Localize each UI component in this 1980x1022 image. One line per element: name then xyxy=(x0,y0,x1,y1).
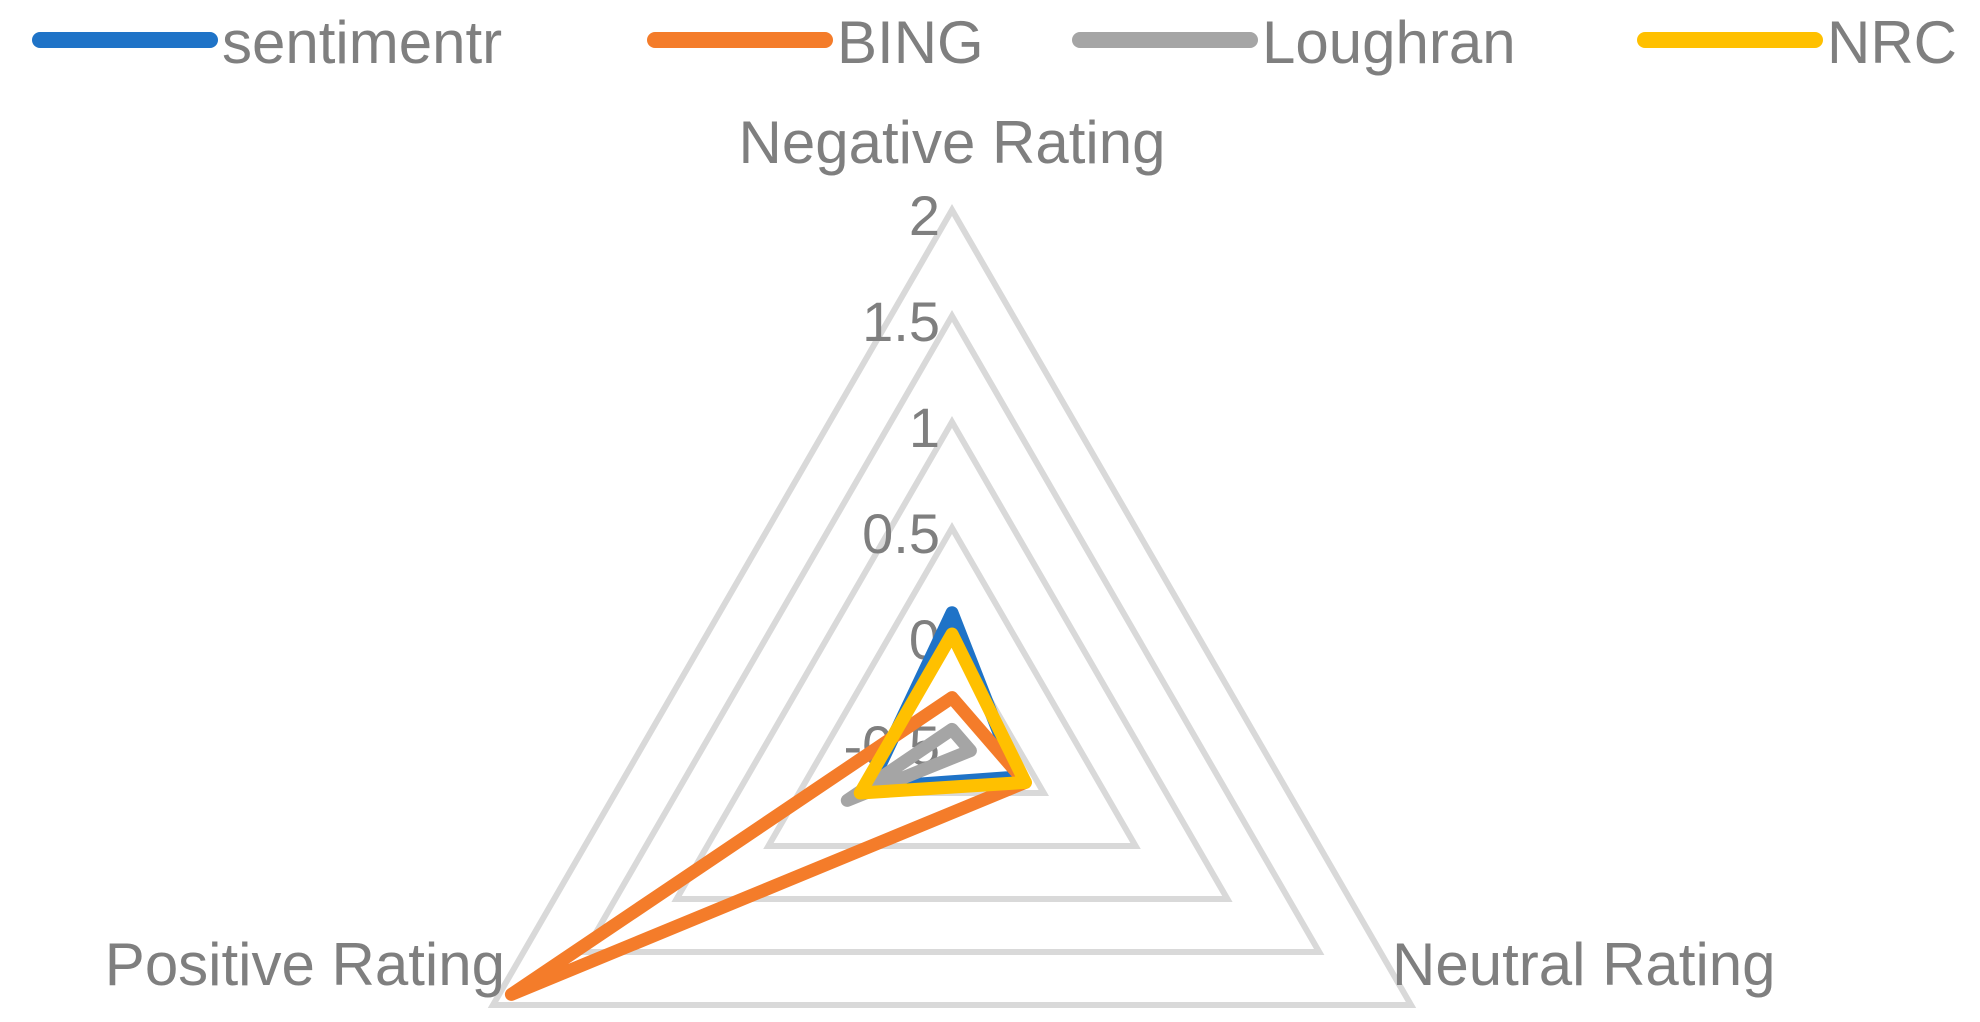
series-bing-line xyxy=(504,691,1032,1001)
legend-label-loughran: Loughran xyxy=(1262,9,1516,76)
grid-ring xyxy=(487,204,1417,1008)
axis-label-neutral-rating: Neutral Rating xyxy=(1392,931,1776,998)
legend-label-bing: BING xyxy=(837,9,984,76)
axis-label-positive-rating: Positive Rating xyxy=(105,931,505,998)
series-lines xyxy=(504,606,1032,1001)
legend: sentimentr BING Loughran NRC xyxy=(32,9,1957,76)
axis-labels: Negative Rating Neutral Rating Positive Ra… xyxy=(105,109,1776,998)
tick-label: 2 xyxy=(909,184,940,247)
tick-label: 1.5 xyxy=(862,290,940,353)
grid-ring xyxy=(579,310,1325,955)
series-nrc-line xyxy=(853,627,1032,800)
tick-label: 1 xyxy=(909,396,940,459)
tick-label: 0.5 xyxy=(862,502,940,565)
grid-ring xyxy=(763,522,1141,849)
series-loughran-line xyxy=(840,722,977,807)
axis-label-negative-rating: Negative Rating xyxy=(739,109,1166,176)
legend-label-nrc: NRC xyxy=(1827,9,1957,76)
grid-ring xyxy=(671,416,1233,902)
legend-label-sentimentr: sentimentr xyxy=(222,9,502,76)
